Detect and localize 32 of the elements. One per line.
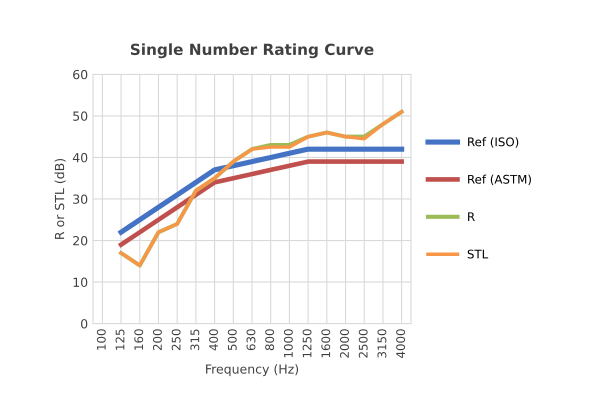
y-tick-label: 50 <box>73 111 88 121</box>
x-tick-label: 315 <box>190 330 200 350</box>
x-tick-label: 125 <box>116 330 124 350</box>
chart-title: Single Number Rating Curve <box>130 43 374 58</box>
y-tick-label: 40 <box>72 152 88 162</box>
x-tick-label: 2500 <box>358 329 368 358</box>
x-tick-label: 100 <box>96 329 106 350</box>
x-tick-label: 4000 <box>396 329 406 358</box>
y-tick-label: 10 <box>74 278 88 287</box>
y-axis-title: R or STL (dB) <box>54 158 66 239</box>
x-tick-label: 2000 <box>340 329 349 358</box>
y-tick-label: 0 <box>81 319 88 329</box>
x-tick-label: 3150 <box>377 329 386 358</box>
y-tick-label: 30 <box>73 194 88 204</box>
x-tick-label: 800 <box>265 329 274 350</box>
legend-label: Ref (ISO) <box>468 137 518 148</box>
x-tick-label: 200 <box>152 329 162 350</box>
legend-label: STL <box>468 250 488 259</box>
x-tick-label: 250 <box>172 329 181 350</box>
x-tick-label: 160 <box>134 329 144 350</box>
legend-label: R <box>468 212 475 221</box>
legend-label: Ref (ASTM) <box>468 174 531 186</box>
x-tick-label: 400 <box>209 329 218 350</box>
line-series <box>118 159 404 247</box>
x-tick-label: 630 <box>246 329 256 350</box>
x-tick-label: 500 <box>228 329 237 350</box>
y-tick-label: 60 <box>73 70 88 80</box>
x-tick-label: 1000 <box>284 329 293 358</box>
y-tick-label: 20 <box>73 236 88 246</box>
x-tick-label: 1250 <box>302 329 312 358</box>
x-tick-label: 1600 <box>321 329 330 358</box>
x-axis-title: Frequency (Hz) <box>206 364 298 376</box>
